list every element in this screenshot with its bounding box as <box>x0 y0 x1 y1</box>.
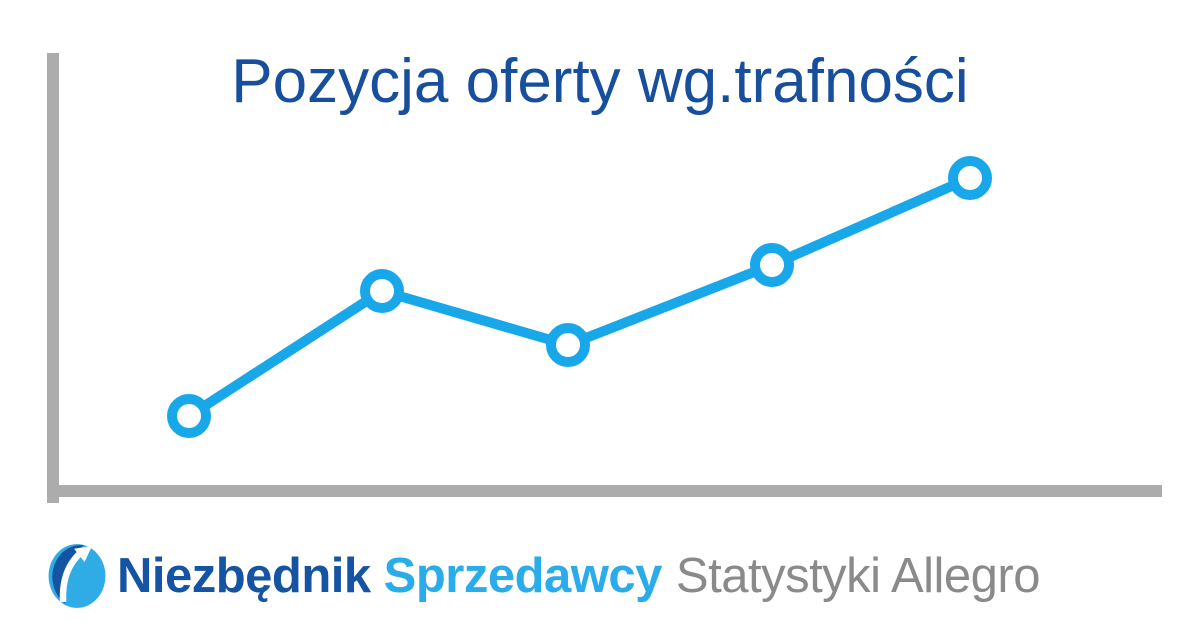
data-point-marker <box>948 156 992 200</box>
data-point-marker <box>750 243 794 287</box>
growth-arrow-circle-icon <box>48 543 106 609</box>
y-axis-line <box>47 53 59 503</box>
data-point-marker <box>167 394 211 438</box>
data-point-marker <box>360 269 404 313</box>
brand-name-secondary: Sprzedawcy <box>383 549 663 603</box>
footer-brand: Niezbędnik Sprzedawcy Statystyki Allegro <box>48 542 1041 610</box>
chart-title: Pozycja oferty wg.trafności <box>231 47 969 116</box>
brand-suffix: Statystyki Allegro <box>675 549 1041 603</box>
data-point-marker <box>546 323 590 367</box>
logo-arrow-head <box>74 545 93 563</box>
brand-name-primary: Niezbędnik <box>117 549 371 603</box>
x-axis-line <box>47 485 1162 497</box>
chart-line <box>184 173 975 421</box>
